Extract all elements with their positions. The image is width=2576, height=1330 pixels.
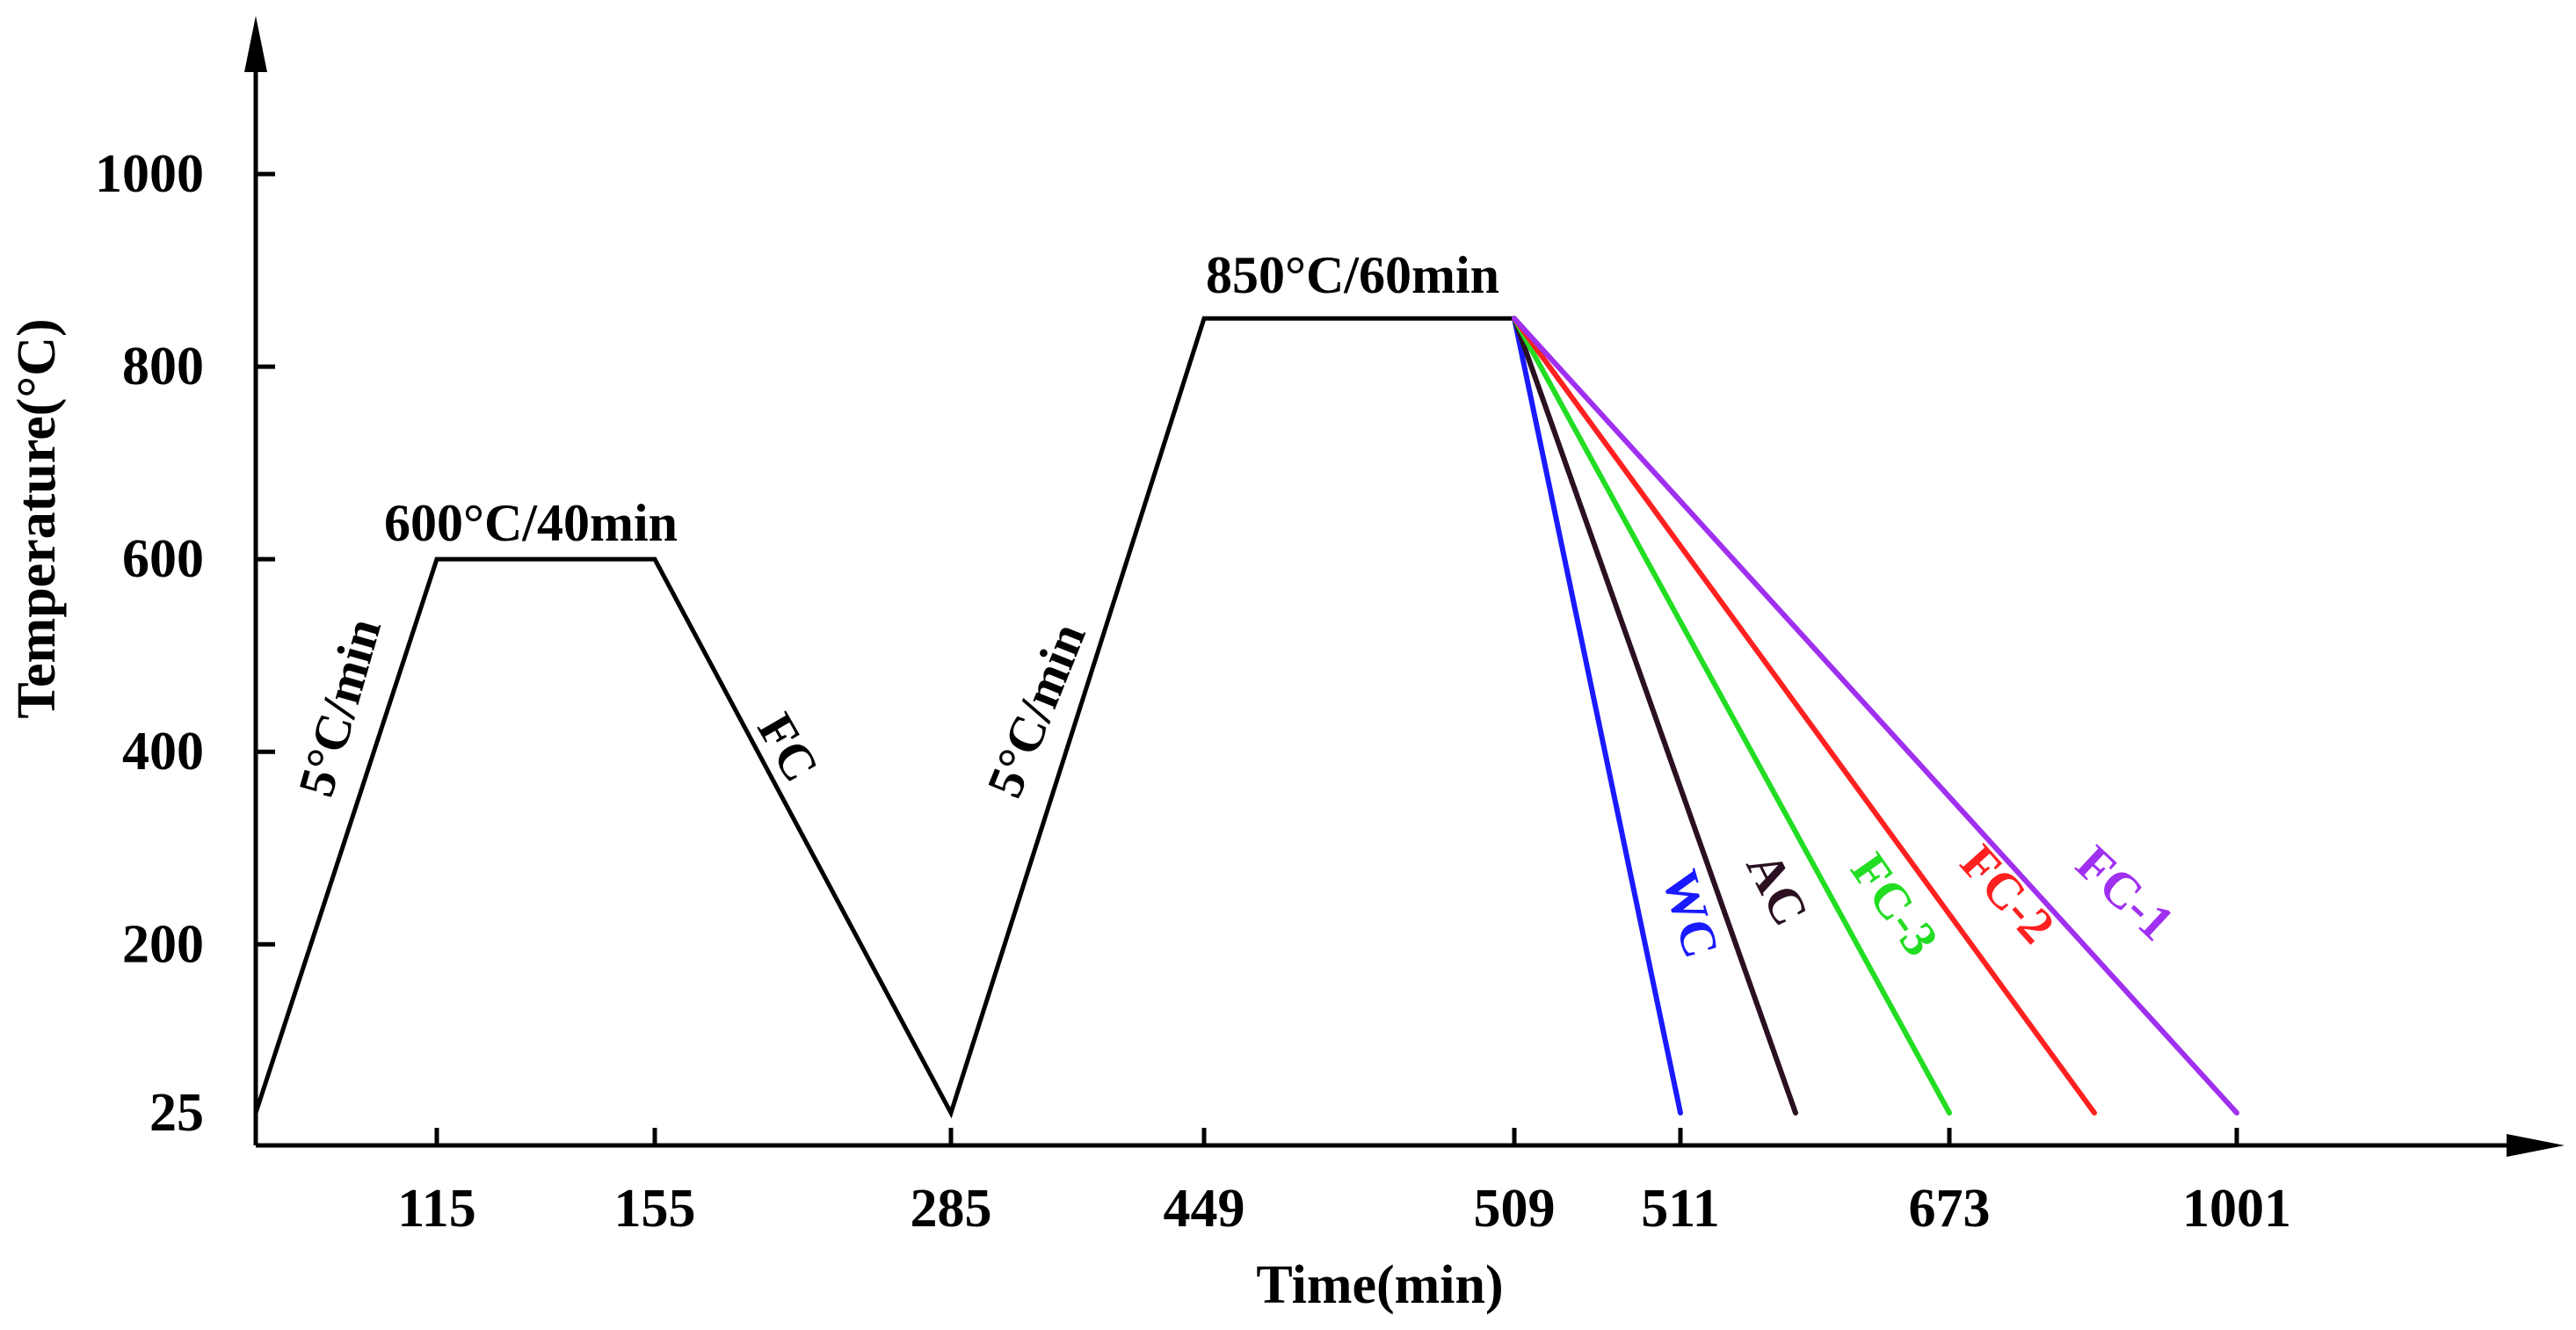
series-line-fc-2 <box>1512 316 2097 1116</box>
x-tick-label-511: 511 <box>1641 1179 1720 1239</box>
curve-label-wc: WC <box>1651 864 1731 964</box>
x-tick-label-673: 673 <box>1909 1179 1991 1239</box>
series-line-ac <box>1512 316 1798 1116</box>
heat-rate1-label: 5°C/min <box>287 612 393 803</box>
y-axis-title: Temperature(°C) <box>7 318 67 718</box>
x-ticks: 115 155 285 449 509 511 673 1001 <box>397 1128 2291 1239</box>
x-tick-label-509: 509 <box>1474 1179 1556 1239</box>
x-tick-label-115: 115 <box>397 1179 476 1239</box>
x-tick-label-285: 285 <box>911 1179 992 1239</box>
x-tick-label-1001: 1001 <box>2182 1179 2291 1239</box>
y-tick-label-400: 400 <box>122 722 204 781</box>
series <box>253 316 2239 1119</box>
y-tick-label-1000: 1000 <box>95 144 204 204</box>
hold2-label: 850°C/60min <box>1206 246 1499 304</box>
series-line-profile <box>253 316 1514 1119</box>
hold1-label: 600°C/40min <box>384 494 678 552</box>
fc-label: FC <box>746 704 830 791</box>
x-axis-arrow <box>2507 1134 2565 1157</box>
y-tick-label-25: 25 <box>149 1083 204 1143</box>
x-tick-label-155: 155 <box>614 1179 696 1239</box>
series-line-wc <box>1512 316 1683 1116</box>
curve-label-fc-1: FC-1 <box>2065 834 2185 951</box>
x-axis-title: Time(min) <box>1256 1255 1503 1315</box>
y-axis-arrow <box>244 16 267 72</box>
y-tick-label-600: 600 <box>122 529 204 589</box>
x-tick-label-449: 449 <box>1164 1179 1245 1239</box>
y-tick-label-800: 800 <box>122 337 204 396</box>
y-tick-label-200: 200 <box>122 914 204 974</box>
series-line-fc-3 <box>1512 316 1952 1116</box>
y-ticks: 25 200 400 600 800 1000 <box>95 144 275 1143</box>
series-line-fc-1 <box>1512 316 2239 1116</box>
curve-labels: WC AC FC-3 FC-2 FC-1 <box>1651 834 2186 966</box>
